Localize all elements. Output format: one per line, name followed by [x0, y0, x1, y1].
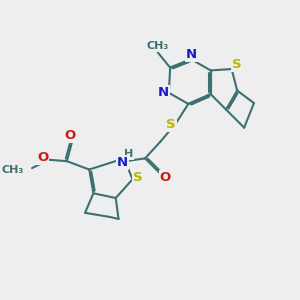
Text: CH₃: CH₃: [2, 164, 24, 175]
Text: N: N: [117, 156, 128, 169]
Text: O: O: [37, 151, 48, 164]
Text: O: O: [160, 171, 171, 184]
Text: CH₃: CH₃: [146, 41, 169, 51]
Text: N: N: [158, 86, 169, 99]
Text: S: S: [166, 118, 175, 131]
Text: H: H: [124, 149, 133, 159]
Text: O: O: [64, 129, 76, 142]
Text: N: N: [186, 48, 197, 61]
Text: S: S: [232, 58, 242, 70]
Text: S: S: [133, 171, 143, 184]
